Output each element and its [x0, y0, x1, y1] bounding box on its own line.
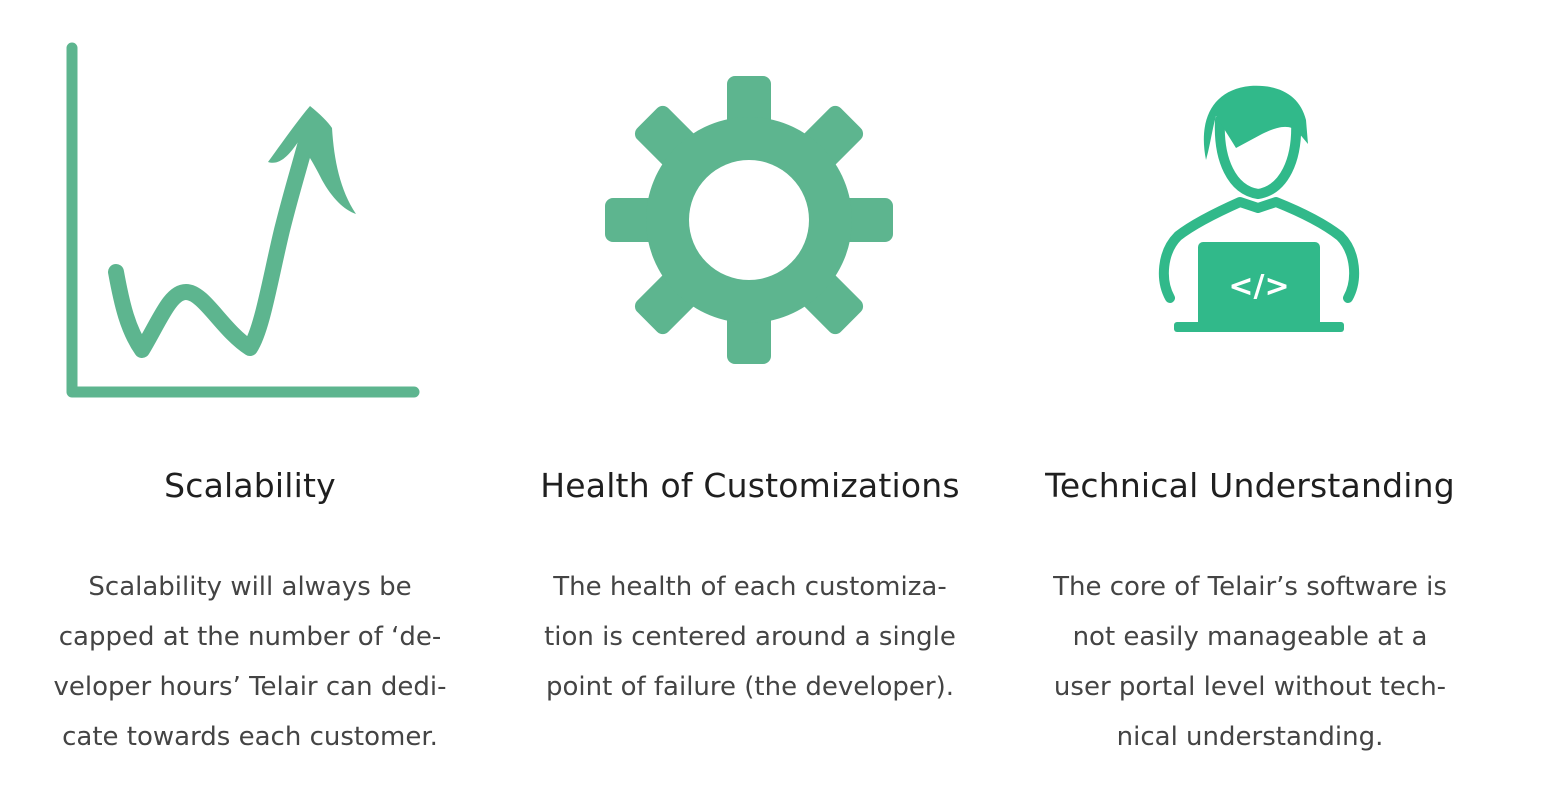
description-line: tion is centered around a single: [544, 622, 956, 652]
description-line: point of failure (the developer).: [546, 672, 954, 702]
description-line: Scalability will always be: [88, 572, 412, 602]
feature-title: Scalability: [164, 466, 336, 505]
description-line: user portal level without tech-: [1053, 672, 1447, 702]
description-line: capped at the number of ‘de-: [58, 622, 442, 652]
feature-description: Scalability will always be capped at the…: [40, 562, 460, 762]
code-brackets-icon: </>: [1228, 269, 1289, 304]
feature-card-health-of-customizations: Health of Customizations The health of e…: [500, 0, 1000, 810]
description-line: not easily manageable at a: [1072, 622, 1428, 652]
feature-title: Technical Understanding: [1045, 466, 1455, 505]
feature-description: The core of Telair’s software is not eas…: [1030, 562, 1470, 762]
description-line: cate towards each customer.: [62, 722, 438, 752]
description-line: veloper hours’ Telair can dedi-: [53, 672, 447, 702]
feature-description: The health of each customiza- tion is ce…: [520, 562, 980, 712]
gear-icon: [500, 30, 1000, 420]
developer-laptop-icon: </>: [1000, 30, 1500, 420]
description-line: nical understanding.: [1116, 722, 1384, 752]
description-line: The health of each customiza-: [553, 572, 947, 602]
feature-title: Health of Customizations: [540, 466, 960, 505]
growth-chart-icon: [0, 30, 500, 420]
feature-card-scalability: Scalability Scalability will always be c…: [0, 0, 500, 810]
feature-card-technical-understanding: </> Technical Understanding The core of …: [1000, 0, 1500, 810]
description-line: The core of Telair’s software is: [1053, 572, 1447, 602]
